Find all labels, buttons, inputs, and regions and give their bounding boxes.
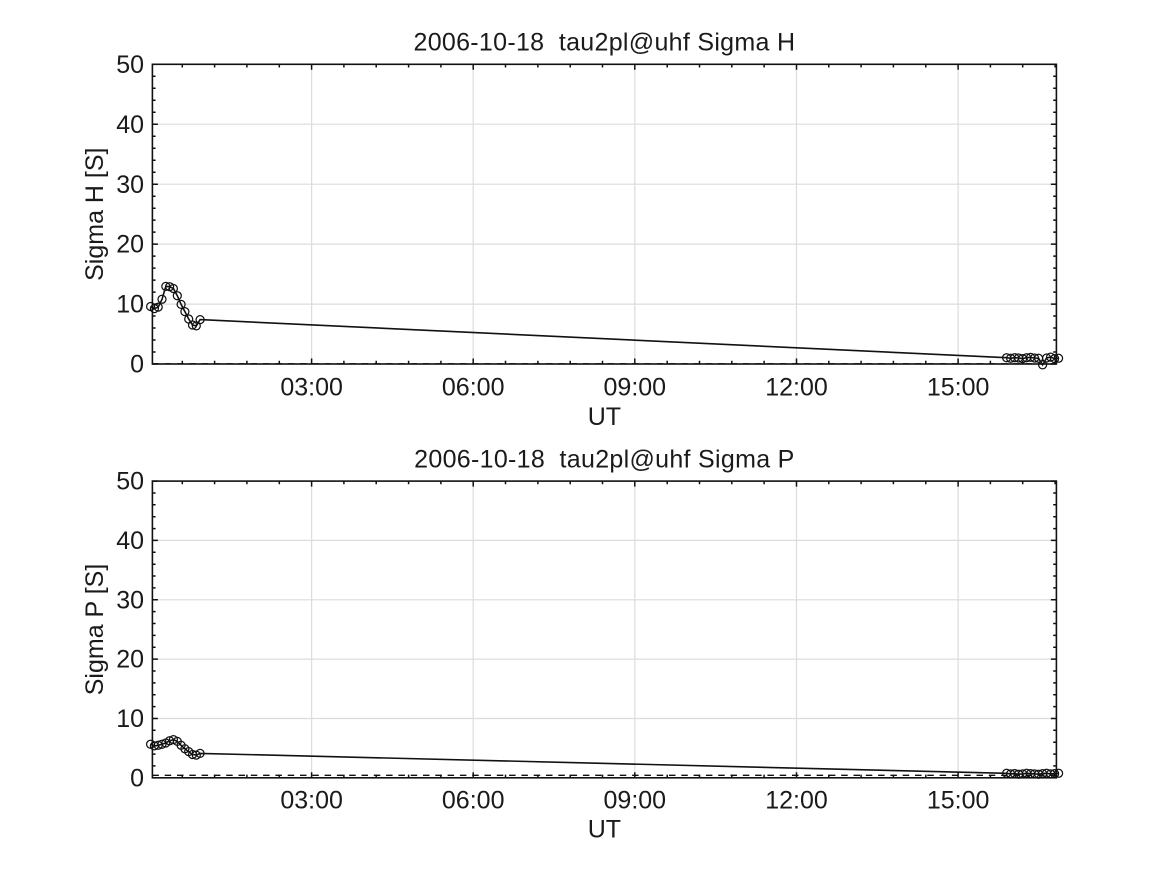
svg-text:50: 50 [116, 468, 144, 496]
svg-text:UT: UT [588, 403, 621, 431]
svg-text:2006-10-18 tau2pl@uhf Sigma P: 2006-10-18 tau2pl@uhf Sigma P [414, 445, 794, 473]
svg-text:Sigma P [S]: Sigma P [S] [81, 564, 109, 696]
svg-text:0: 0 [130, 351, 144, 379]
svg-text:12:00: 12:00 [765, 787, 828, 815]
svg-text:15:00: 15:00 [927, 373, 990, 401]
svg-text:20: 20 [116, 231, 144, 259]
svg-text:10: 10 [116, 291, 144, 319]
svg-text:03:00: 03:00 [280, 787, 343, 815]
svg-text:09:00: 09:00 [604, 787, 667, 815]
svg-text:10: 10 [116, 705, 144, 733]
svg-text:20: 20 [116, 646, 144, 674]
svg-text:0: 0 [130, 764, 144, 792]
svg-text:30: 30 [116, 171, 144, 199]
svg-text:40: 40 [116, 111, 144, 139]
svg-text:09:00: 09:00 [604, 373, 667, 401]
svg-text:Sigma H [S]: Sigma H [S] [81, 148, 109, 281]
svg-text:12:00: 12:00 [765, 373, 828, 401]
svg-text:15:00: 15:00 [927, 787, 990, 815]
svg-text:50: 50 [116, 51, 144, 79]
svg-text:UT: UT [588, 816, 621, 844]
svg-text:03:00: 03:00 [280, 373, 343, 401]
svg-text:06:00: 06:00 [442, 373, 505, 401]
svg-text:40: 40 [116, 527, 144, 555]
svg-text:06:00: 06:00 [442, 787, 505, 815]
svg-text:30: 30 [116, 586, 144, 614]
svg-text:2006-10-18 tau2pl@uhf Sigma H: 2006-10-18 tau2pl@uhf Sigma H [413, 29, 795, 57]
